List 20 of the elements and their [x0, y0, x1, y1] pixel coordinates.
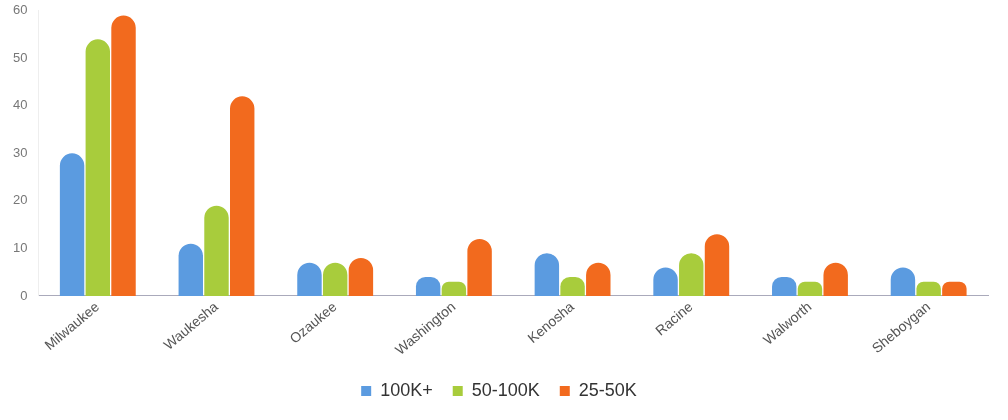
legend-label: 50-100K: [471, 379, 540, 400]
bar: [85, 39, 111, 296]
y-tick-label: 40: [12, 97, 28, 113]
y-tick-label: 10: [12, 240, 28, 255]
bar: [467, 238, 492, 296]
y-tick-label: 60: [12, 2, 28, 18]
legend-label: 100K+: [380, 379, 433, 400]
y-tick-label: 0: [20, 287, 28, 303]
y-tick-label: 50: [12, 49, 28, 65]
y-tick-label: 20: [12, 192, 28, 208]
y-tick-label: 30: [12, 144, 28, 160]
bar: [111, 15, 136, 296]
bar: [230, 96, 255, 296]
bar: [679, 253, 704, 296]
bar: [534, 253, 560, 296]
bar: [204, 205, 229, 296]
bar: [178, 243, 203, 296]
bar: [59, 153, 85, 296]
bar: [704, 234, 730, 296]
legend-label: 25-50K: [578, 379, 637, 400]
